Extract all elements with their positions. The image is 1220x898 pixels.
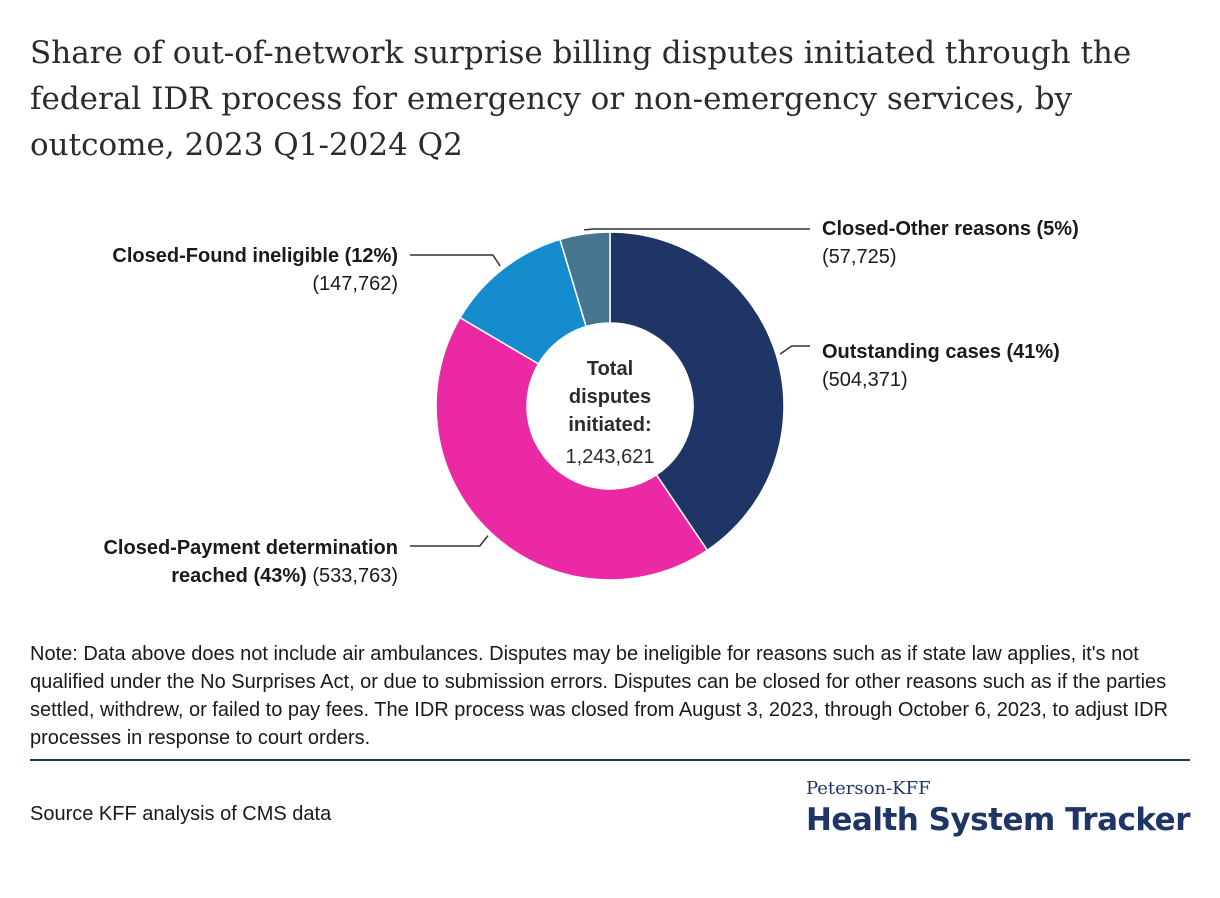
brand-logo: Peterson-KFF Health System Tracker — [805, 778, 1191, 840]
chart-note: Note: Data above does not include air am… — [30, 643, 1169, 749]
source-text: Source KFF analysis of CMS data — [30, 803, 332, 825]
count-outstanding-cases: (504,371) — [822, 369, 908, 391]
leader-closed-other-reasons — [584, 228, 810, 231]
center-label-line-2: disputes — [569, 386, 651, 408]
label-outstanding-cases: Outstanding cases (41%) — [822, 341, 1060, 363]
donut-chart: Total disputes initiated: 1,243,621 Clos… — [103, 218, 1078, 587]
slice-closed-other-reasons — [559, 231, 611, 328]
brand-small-text: Peterson-KFF — [805, 778, 931, 799]
label-closed-payment-determination-line-1: Closed-Payment determination — [103, 537, 398, 559]
center-label-value: 1,243,621 — [566, 446, 655, 468]
count-closed-payment-determination: (533,763) — [312, 565, 398, 587]
count-closed-found-ineligible: (147,762) — [312, 273, 398, 295]
donut-slices — [435, 231, 785, 581]
center-label: Total disputes initiated: 1,243,621 — [566, 358, 655, 468]
slice-outstanding-cases — [609, 231, 785, 552]
center-label-line-1: Total — [587, 358, 633, 380]
leader-closed-found-ineligible — [410, 254, 501, 267]
label-closed-found-ineligible: Closed-Found ineligible (12%) — [112, 245, 398, 267]
leader-outstanding-cases — [779, 345, 810, 355]
slice-closed-payment-determination — [435, 316, 709, 581]
slice-labels: Closed-Other reasons (5%) (57,725) Outst… — [103, 218, 1078, 587]
leader-closed-payment-determination — [410, 535, 489, 547]
chart-title: Share of out-of-network surprise billing… — [30, 35, 1132, 163]
label-closed-payment-determination-pct: reached (43%) — [171, 565, 307, 587]
center-label-line-3: initiated: — [568, 414, 651, 436]
count-closed-other-reasons: (57,725) — [822, 246, 897, 268]
footer-divider — [30, 759, 1190, 761]
brand-big-text: Health System Tracker — [805, 802, 1191, 838]
label-closed-other-reasons: Closed-Other reasons (5%) — [822, 218, 1079, 240]
leader-lines — [410, 228, 810, 547]
label-closed-payment-determination-line-2: reached (43%) (533,763) — [171, 565, 398, 587]
